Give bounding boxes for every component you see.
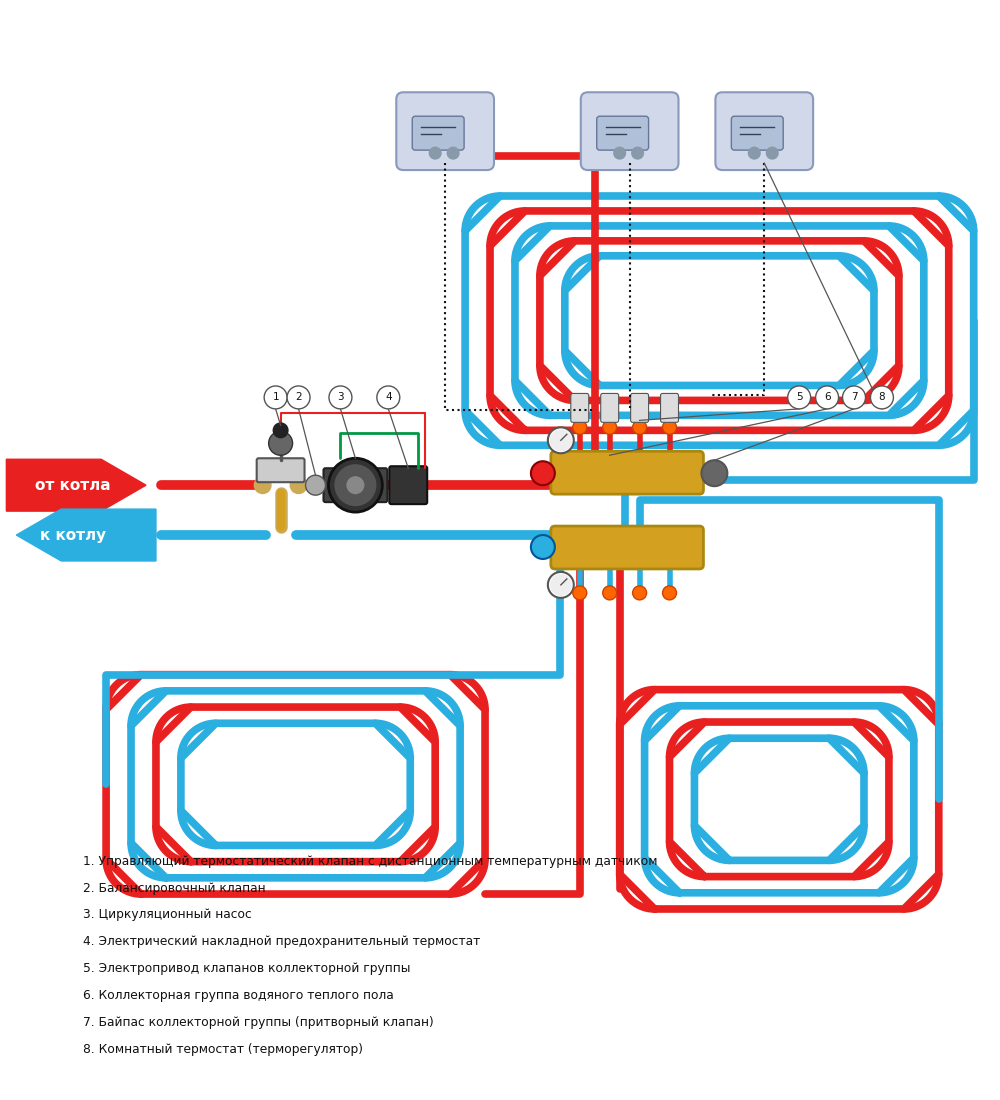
Text: 5. Электропривод клапанов коллекторной группы: 5. Электропривод клапанов коллекторной г… bbox=[83, 962, 411, 976]
Circle shape bbox=[377, 386, 400, 409]
Text: к котлу: к котлу bbox=[40, 528, 106, 542]
Circle shape bbox=[633, 586, 647, 600]
Circle shape bbox=[603, 586, 617, 600]
Circle shape bbox=[663, 420, 677, 434]
Circle shape bbox=[573, 420, 587, 434]
Circle shape bbox=[329, 386, 352, 409]
FancyBboxPatch shape bbox=[601, 394, 619, 422]
Text: 6: 6 bbox=[824, 393, 830, 403]
Circle shape bbox=[306, 475, 325, 495]
Circle shape bbox=[347, 477, 363, 493]
Text: 3: 3 bbox=[337, 393, 344, 403]
Circle shape bbox=[269, 431, 293, 455]
FancyBboxPatch shape bbox=[731, 117, 783, 150]
Circle shape bbox=[531, 461, 555, 485]
Text: от котла: от котла bbox=[35, 477, 111, 493]
Text: 2. Балансировочный клапан: 2. Балансировочный клапан bbox=[83, 881, 266, 894]
Circle shape bbox=[548, 572, 574, 598]
Circle shape bbox=[603, 420, 617, 434]
Circle shape bbox=[448, 147, 459, 158]
Circle shape bbox=[632, 147, 643, 158]
Circle shape bbox=[870, 386, 893, 409]
Text: 2: 2 bbox=[295, 393, 302, 403]
FancyBboxPatch shape bbox=[597, 117, 649, 150]
Circle shape bbox=[551, 575, 571, 595]
FancyBboxPatch shape bbox=[661, 394, 679, 422]
Text: 3. Циркуляционный насос: 3. Циркуляционный насос bbox=[83, 909, 252, 922]
FancyArrow shape bbox=[16, 509, 156, 561]
Circle shape bbox=[767, 147, 778, 158]
FancyBboxPatch shape bbox=[571, 394, 589, 422]
Circle shape bbox=[430, 147, 441, 158]
Text: 1. Управляющий термостатический клапан с дистанционным температурным датчиком: 1. Управляющий термостатический клапан с… bbox=[83, 855, 658, 868]
Circle shape bbox=[816, 386, 839, 409]
Circle shape bbox=[633, 420, 647, 434]
Circle shape bbox=[335, 465, 375, 505]
Circle shape bbox=[264, 386, 287, 409]
Text: 5: 5 bbox=[796, 393, 802, 403]
FancyBboxPatch shape bbox=[581, 92, 679, 170]
Circle shape bbox=[701, 460, 727, 486]
FancyBboxPatch shape bbox=[551, 451, 703, 494]
Circle shape bbox=[551, 430, 571, 450]
FancyBboxPatch shape bbox=[396, 92, 494, 170]
Circle shape bbox=[663, 586, 677, 600]
Text: 4. Электрический накладной предохранительный термостат: 4. Электрический накладной предохранител… bbox=[83, 935, 480, 948]
FancyBboxPatch shape bbox=[389, 466, 427, 504]
FancyArrow shape bbox=[6, 460, 146, 512]
Circle shape bbox=[328, 459, 382, 513]
FancyBboxPatch shape bbox=[412, 117, 464, 150]
Text: 6. Коллекторная группа водяного теплого пола: 6. Коллекторная группа водяного теплого … bbox=[83, 989, 394, 1002]
Circle shape bbox=[291, 477, 307, 493]
Circle shape bbox=[788, 386, 811, 409]
Circle shape bbox=[255, 477, 271, 493]
Text: 7: 7 bbox=[851, 393, 857, 403]
FancyBboxPatch shape bbox=[715, 92, 813, 170]
Circle shape bbox=[548, 427, 574, 453]
Circle shape bbox=[531, 535, 555, 559]
Circle shape bbox=[843, 386, 865, 409]
Text: 4: 4 bbox=[385, 393, 392, 403]
Circle shape bbox=[614, 147, 625, 158]
FancyBboxPatch shape bbox=[551, 526, 703, 569]
FancyBboxPatch shape bbox=[631, 394, 649, 422]
Text: 8. Комнатный термостат (терморегулятор): 8. Комнатный термостат (терморегулятор) bbox=[83, 1043, 363, 1056]
Text: 7. Байпас коллекторной группы (притворный клапан): 7. Байпас коллекторной группы (притворны… bbox=[83, 1016, 434, 1030]
FancyBboxPatch shape bbox=[323, 469, 387, 502]
Circle shape bbox=[287, 386, 310, 409]
Text: 1: 1 bbox=[272, 393, 279, 403]
Circle shape bbox=[274, 424, 288, 438]
Text: 8: 8 bbox=[879, 393, 885, 403]
FancyBboxPatch shape bbox=[257, 459, 305, 482]
Circle shape bbox=[573, 586, 587, 600]
Circle shape bbox=[749, 147, 760, 158]
